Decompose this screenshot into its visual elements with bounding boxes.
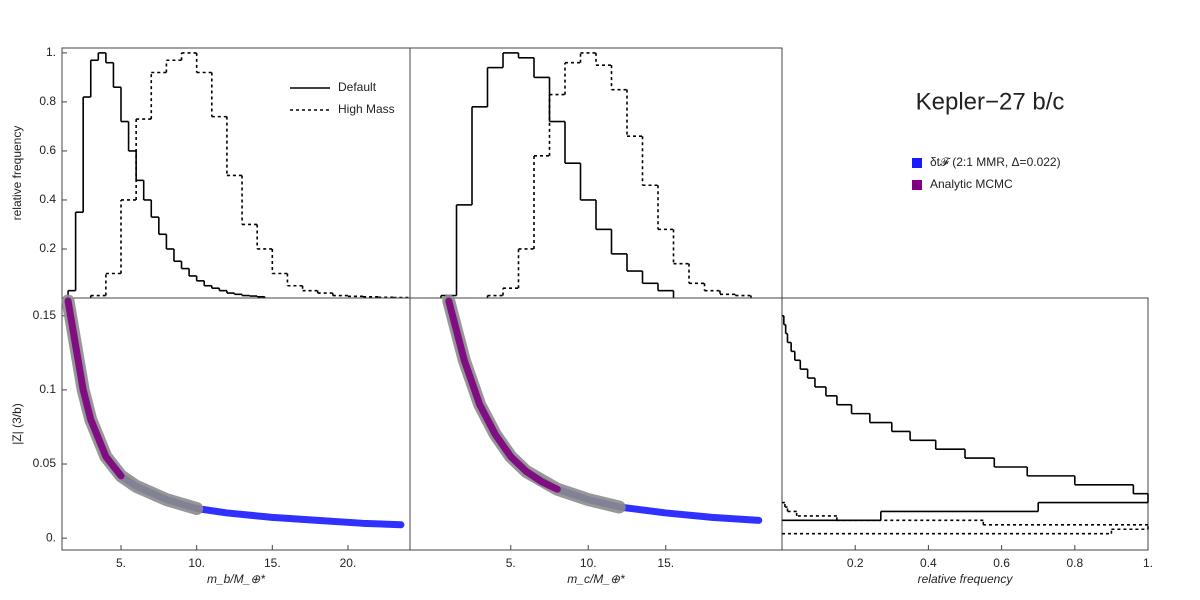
- legend-label: High Mass: [338, 102, 395, 116]
- y-tick-label: 0.4: [39, 192, 56, 206]
- x-tick-label: 0.6: [993, 556, 1010, 570]
- y-tick-label: 1.: [46, 45, 56, 59]
- x-tick-label: 0.2: [847, 556, 864, 570]
- y-tick-label: 0.6: [39, 143, 56, 157]
- density-band: [445, 297, 763, 524]
- density-band: [64, 297, 405, 529]
- x-tick-label: 15.: [264, 556, 281, 570]
- x-tick-label: 10.: [580, 556, 597, 570]
- y-tick-label: 0.2: [39, 241, 56, 255]
- x-tick-label: 10.: [188, 556, 205, 570]
- legend-swatch: [912, 158, 922, 168]
- legend-label: Analytic MCMC: [930, 177, 1013, 191]
- panel-frame: [781, 297, 1149, 551]
- legend-swatch: [912, 180, 922, 190]
- x-tick-label: 0.8: [1066, 556, 1083, 570]
- legend-label: Default: [338, 80, 377, 94]
- density-band: [445, 297, 561, 493]
- x-axis-label: relative frequency: [918, 572, 1014, 586]
- y-tick-label: 0.1: [39, 382, 56, 396]
- x-tick-label: 5.: [116, 556, 126, 570]
- y-tick-label: 0.05: [33, 456, 57, 470]
- panel-frame: [409, 297, 783, 551]
- panel-frame: [409, 47, 783, 299]
- x-tick-label: 0.4: [920, 556, 937, 570]
- figure-title: Kepler−27 b/c: [916, 88, 1065, 115]
- y-axis-label: relative frequency: [10, 126, 24, 221]
- x-tick-label: 1.: [1143, 556, 1153, 570]
- x-axis-label: m_c/M_⊕*: [567, 572, 625, 586]
- x-tick-label: 15.: [657, 556, 674, 570]
- x-tick-label: 5.: [506, 556, 516, 570]
- y-tick-label: 0.: [46, 530, 56, 544]
- density-band: [64, 297, 125, 480]
- x-axis-label: m_b/M_⊕*: [207, 572, 265, 586]
- x-tick-label: 20.: [340, 556, 357, 570]
- y-axis-label: |Z| (3/b): [10, 403, 24, 445]
- y-tick-label: 0.15: [33, 308, 57, 322]
- y-tick-label: 0.8: [39, 94, 56, 108]
- legend-label: δt𝓕 (2:1 MMR, Δ=0.022): [930, 155, 1061, 169]
